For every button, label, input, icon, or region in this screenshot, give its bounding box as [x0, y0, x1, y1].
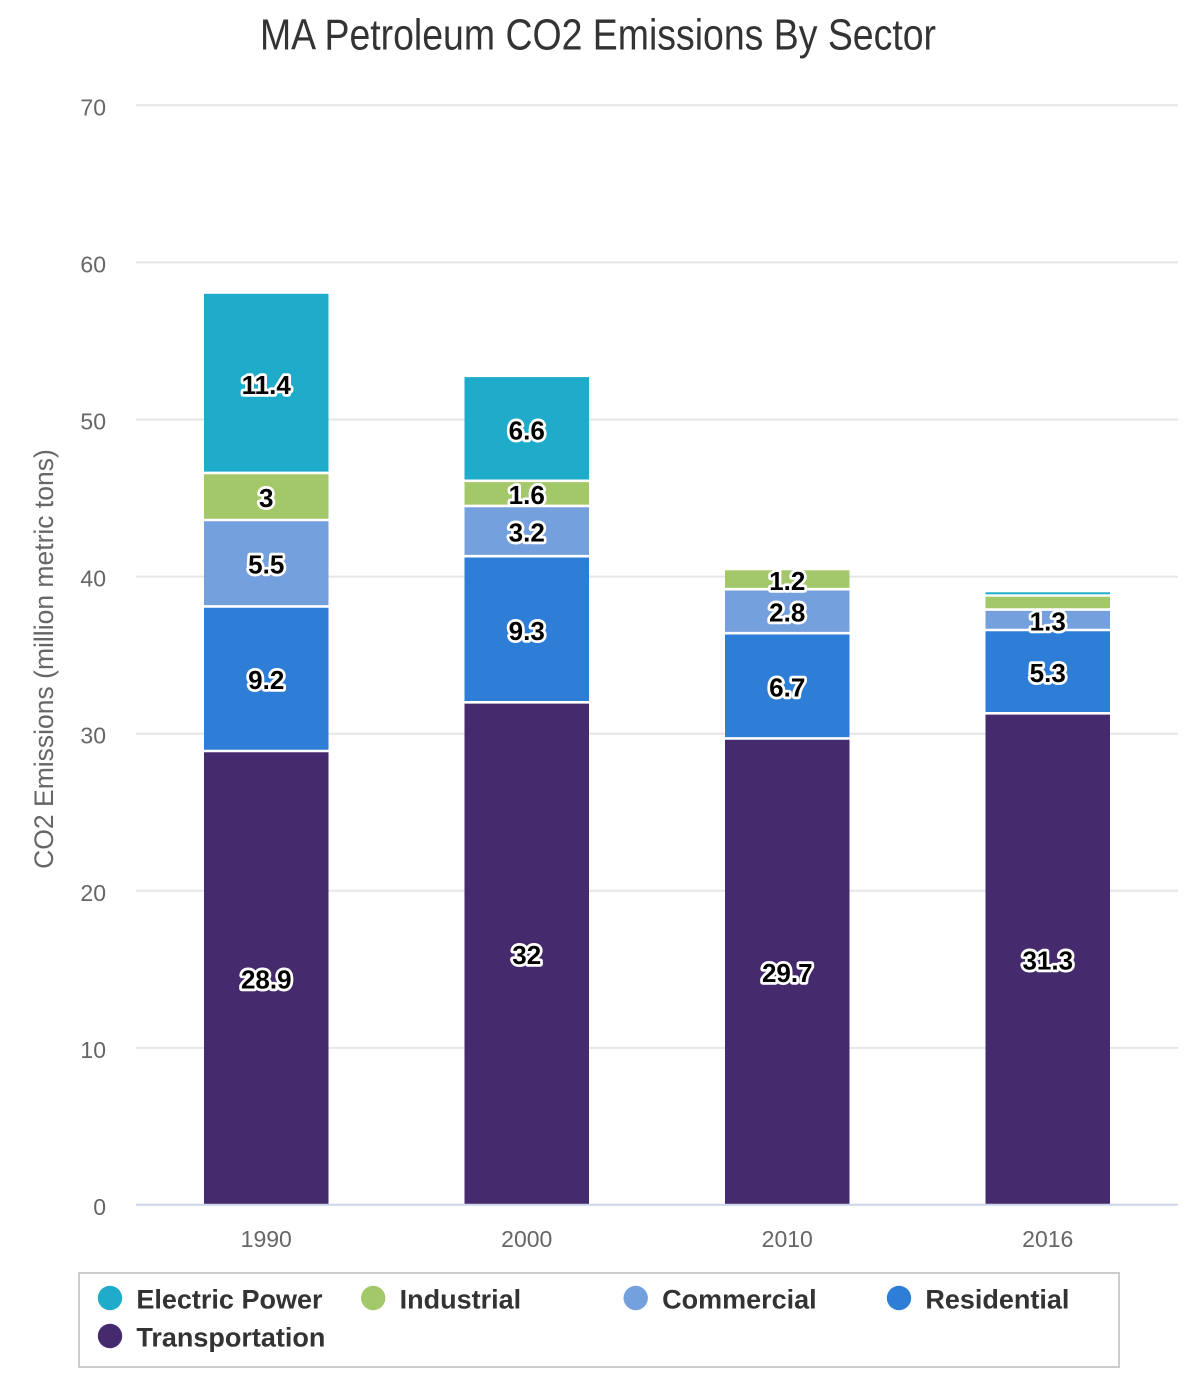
svg-text:2010: 2010	[762, 1226, 813, 1252]
svg-text:5.3: 5.3	[1030, 658, 1066, 688]
svg-text:1.6: 1.6	[509, 480, 545, 510]
svg-text:2.8: 2.8	[769, 598, 805, 628]
svg-text:3: 3	[259, 483, 273, 513]
svg-text:29.7: 29.7	[762, 958, 813, 988]
svg-text:31.3: 31.3	[1022, 946, 1073, 976]
svg-text:9.2: 9.2	[248, 665, 284, 695]
svg-text:1990: 1990	[241, 1226, 292, 1252]
svg-text:Commercial: Commercial	[662, 1285, 817, 1315]
svg-text:9.3: 9.3	[509, 616, 545, 646]
svg-text:3.2: 3.2	[509, 518, 545, 548]
svg-text:60: 60	[80, 251, 106, 277]
svg-text:50: 50	[80, 409, 106, 435]
svg-text:20: 20	[80, 880, 106, 906]
svg-text:CO2 Emissions (million metric: CO2 Emissions (million metric tons)	[29, 449, 59, 869]
svg-text:6.7: 6.7	[769, 672, 805, 702]
svg-text:1.2: 1.2	[769, 566, 805, 596]
svg-text:10: 10	[80, 1037, 106, 1063]
svg-text:2000: 2000	[501, 1226, 552, 1252]
svg-text:Residential: Residential	[925, 1285, 1069, 1315]
svg-text:70: 70	[80, 94, 106, 120]
svg-text:2016: 2016	[1022, 1226, 1073, 1252]
svg-text:Transportation: Transportation	[136, 1323, 325, 1353]
svg-text:1.3: 1.3	[1030, 606, 1066, 636]
svg-text:40: 40	[80, 566, 106, 592]
svg-text:11.4: 11.4	[242, 370, 292, 400]
svg-text:6.6: 6.6	[509, 416, 545, 446]
svg-text:28.9: 28.9	[241, 965, 292, 995]
svg-text:30: 30	[80, 723, 106, 749]
svg-text:Electric Power: Electric Power	[136, 1285, 323, 1315]
svg-text:5.5: 5.5	[248, 550, 284, 580]
svg-text:Industrial: Industrial	[400, 1285, 522, 1315]
svg-text:0: 0	[93, 1194, 106, 1220]
svg-text:32: 32	[512, 940, 541, 970]
svg-text:MA Petroleum CO2 Emissions By: MA Petroleum CO2 Emissions By Sector	[260, 11, 936, 60]
